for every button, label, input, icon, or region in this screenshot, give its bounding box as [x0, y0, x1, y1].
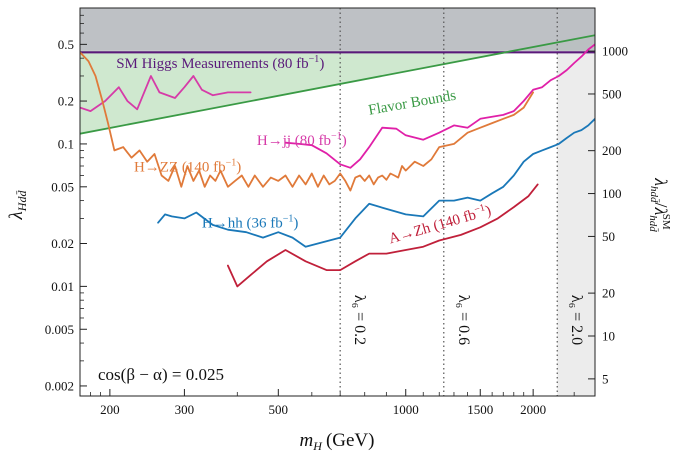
y2-tick-label: 20	[602, 286, 615, 301]
series-label-text: H→hh (36 fb	[202, 215, 283, 231]
series-label-text: H→ZZ (140 fb	[134, 160, 226, 176]
y-axis-right: 5 10 20 50 100 200 500 1000	[588, 44, 628, 386]
cos-beta-alpha-annotation: cos(β − α) = 0.025	[98, 365, 224, 384]
lambda6-label: λ₆ = 0.6	[455, 295, 472, 345]
lambda6-lines	[339, 8, 558, 396]
y2-tick-label: 100	[602, 186, 622, 201]
series-label: SM Higgs Measurements (80 fb−1)	[116, 54, 324, 72]
series-label-close: )	[319, 56, 324, 72]
y2-tick-label: 10	[602, 328, 615, 343]
lambda6-label: λ₆ = 0.2	[351, 295, 368, 345]
series-line	[284, 43, 595, 169]
plot-frame	[79, 7, 596, 397]
y2-tick-label: 1000	[602, 44, 628, 59]
x-tick-label: 1500	[467, 402, 493, 417]
y2-tick-label: 5	[602, 371, 609, 386]
x-tick-label: 200	[100, 402, 120, 417]
x-axis-label: mH (GeV)	[300, 430, 375, 453]
series-label: H→jj (80 fb−1)	[257, 131, 347, 149]
series-line	[226, 183, 539, 288]
y2-axis-label: λhdd̄/λhdd̄SM	[647, 177, 672, 232]
y2-tick-label: 200	[602, 143, 622, 158]
series-label-sup: −1	[283, 213, 294, 224]
series-line	[157, 117, 595, 248]
series-label: H→hh (36 fb−1)	[202, 213, 298, 231]
y2-tick-label: 50	[602, 229, 615, 244]
series-label-close: )	[236, 160, 241, 176]
y-axis-left: 0.002 0.005 0.01 0.02 0.05 0.1 0.2 0.5	[45, 14, 87, 393]
series-label-text: SM Higgs Measurements (80 fb	[116, 56, 308, 72]
y-tick-label: 0.2	[58, 94, 74, 109]
x-tick-label: 2000	[520, 402, 546, 417]
series-line	[80, 75, 252, 112]
series-label: Flavor Bounds	[367, 88, 457, 119]
series-line	[80, 34, 595, 135]
series-label-sup: −1	[473, 202, 486, 216]
series-label-sup: −1	[226, 158, 237, 169]
series-label-text: Flavor Bounds	[367, 88, 457, 119]
x-tick-label: 500	[269, 402, 289, 417]
x-tick-label: 300	[175, 402, 195, 417]
y-tick-label: 0.1	[58, 136, 74, 151]
y-tick-label: 0.005	[45, 322, 74, 337]
y2-tick-label: 500	[602, 86, 622, 101]
x-axis: 200 300 500 1000 1500 2000	[90, 389, 575, 417]
y-tick-label: 0.5	[58, 37, 74, 52]
series-group	[80, 34, 595, 288]
x-tick-label: 1000	[393, 402, 419, 417]
series-line	[80, 51, 534, 192]
excluded-top-region	[80, 8, 595, 51]
y-tick-label: 0.01	[51, 279, 74, 294]
y-tick-label: 0.002	[45, 378, 74, 393]
series-label: H→ZZ (140 fb−1)	[134, 158, 241, 176]
series-label-close: )	[342, 133, 347, 149]
series-label-close: )	[484, 203, 493, 220]
series-label-text: H→jj (80 fb	[257, 133, 331, 149]
series-label-close: )	[293, 215, 298, 231]
y-axis-label: λHdd̄	[6, 190, 29, 221]
series-label-sup: −1	[331, 131, 342, 142]
lambda6-labels: λ₆ = 0.2 λ₆ = 0.6 λ₆ = 2.0	[351, 295, 585, 345]
y-tick-label: 0.05	[51, 179, 74, 194]
lambda6-label: λ₆ = 2.0	[568, 295, 585, 345]
series-label-sup: −1	[309, 54, 320, 65]
y-tick-label: 0.02	[51, 236, 74, 251]
